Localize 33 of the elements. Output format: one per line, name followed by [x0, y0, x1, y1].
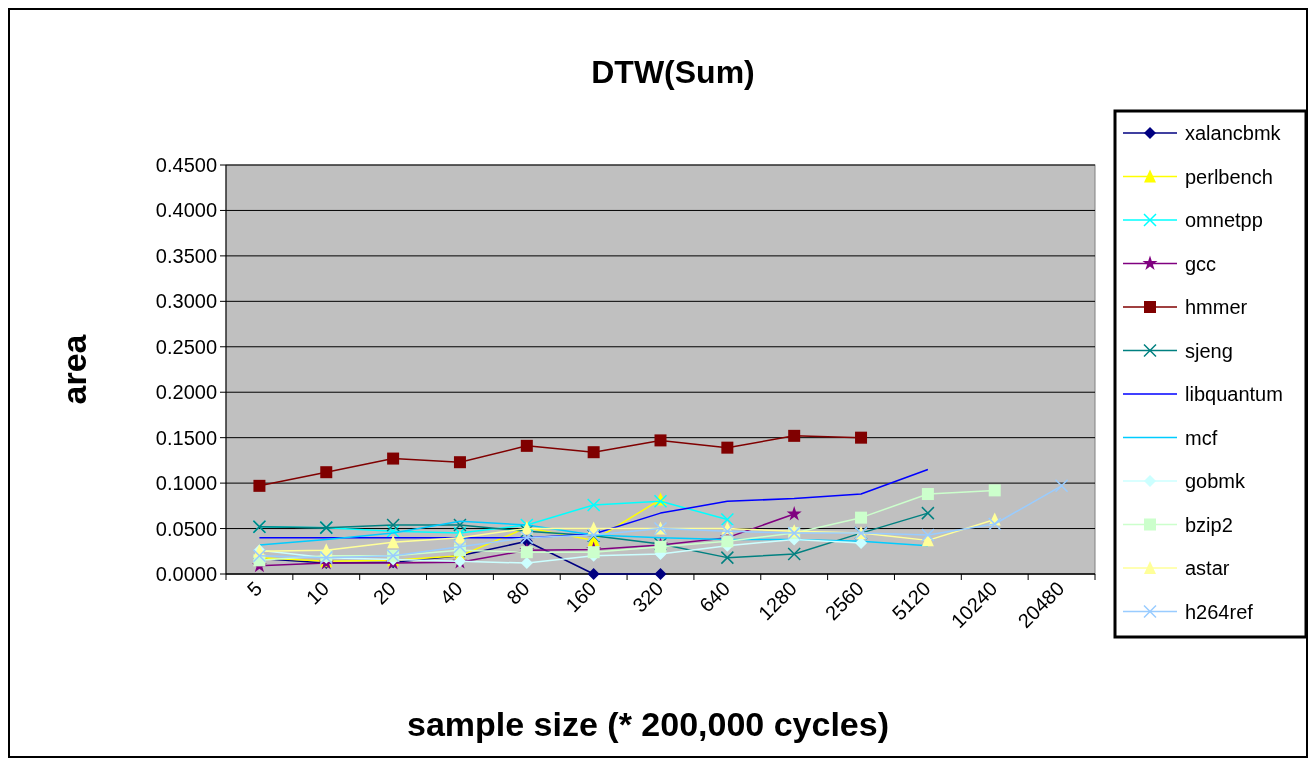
- y-tick-label: 0.3500: [155, 244, 217, 267]
- chart-title: DTW(Sum): [591, 54, 755, 90]
- legend-label: gobmk: [1185, 470, 1247, 492]
- y-tick-label: 0.4500: [155, 154, 217, 176]
- y-tick-label: 0.3000: [155, 290, 217, 313]
- x-tick-label: 320: [628, 577, 668, 617]
- y-tick-label: 0.0000: [155, 563, 217, 585]
- y-tick-label: 0.1000: [155, 472, 217, 495]
- x-tick-label: 10: [301, 577, 334, 609]
- x-tick-label: 640: [695, 577, 735, 617]
- y-tick-label: 0.1500: [155, 426, 217, 449]
- y-tick-label: 0.2500: [155, 335, 217, 358]
- legend-label: perlbench: [1185, 165, 1273, 188]
- legend-label: bzip2: [1185, 513, 1233, 536]
- legend-label: mcf: [1185, 426, 1218, 449]
- x-tick-label: 40: [435, 577, 467, 609]
- x-tick-label: 80: [502, 577, 534, 609]
- y-tick-label: 0.4000: [155, 199, 217, 222]
- legend-label: hmmer: [1185, 296, 1248, 318]
- x-axis-title: sample size (* 200,000 cycles): [407, 705, 889, 743]
- legend-label: gcc: [1185, 252, 1217, 275]
- x-tick-label: 20: [368, 577, 400, 609]
- y-tick-label: 0.0500: [155, 517, 217, 540]
- x-tick-label: 5: [242, 577, 267, 601]
- legend-label: omnetpp: [1185, 209, 1263, 231]
- legend-label: astar: [1185, 557, 1230, 579]
- y-axis-title: area: [55, 333, 93, 405]
- legend-label: libquantum: [1185, 383, 1283, 405]
- x-tick-label: 160: [561, 577, 601, 617]
- legend-label: h264ref: [1185, 600, 1254, 623]
- legend-label: sjeng: [1185, 339, 1233, 362]
- legend-label: xalancbmk: [1185, 122, 1282, 144]
- y-tick-label: 0.2000: [155, 381, 217, 404]
